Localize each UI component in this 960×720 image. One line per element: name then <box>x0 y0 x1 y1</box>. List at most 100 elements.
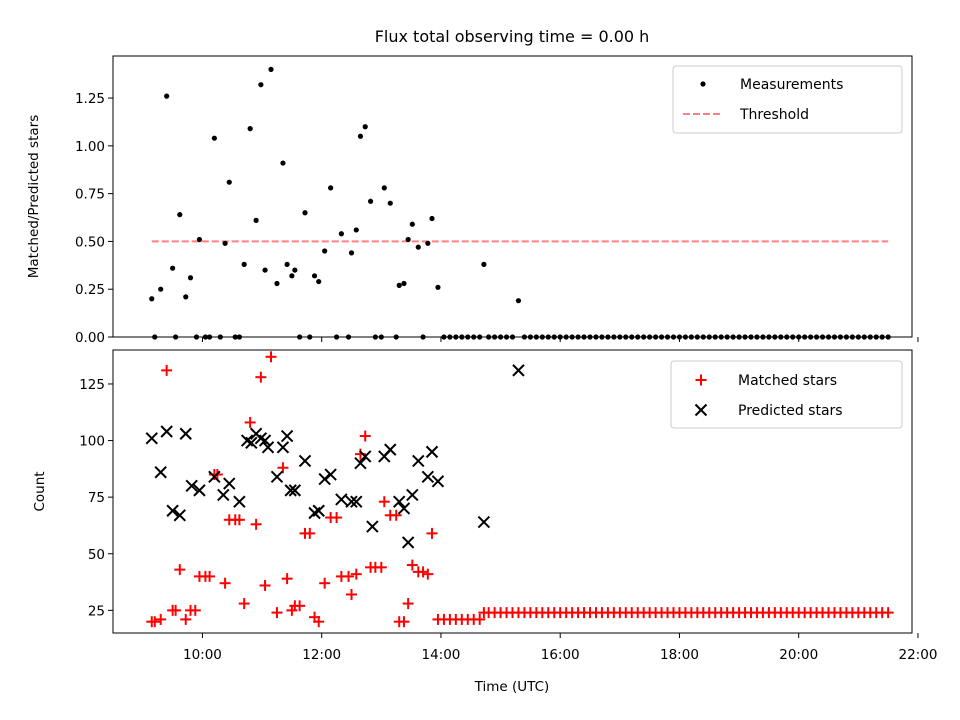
predicted-x-b <box>160 425 173 438</box>
predicted-x-b <box>477 515 491 529</box>
y-tick-label: 1.25 <box>75 91 105 107</box>
predicted-x-b <box>512 364 525 377</box>
chart-title: Flux total observing time = 0.00 h <box>375 27 650 46</box>
ratio-panel: Flux total observing time = 0.00 h 0.000… <box>26 27 919 346</box>
measurement-point <box>170 265 176 271</box>
count-legend-box <box>670 360 903 429</box>
predicted-star-point <box>384 443 397 456</box>
count-plot-area <box>145 351 894 628</box>
x-tick-label: 10:00 <box>183 647 222 663</box>
predicted-star-point <box>280 429 294 443</box>
measurement-point <box>226 179 232 185</box>
predicted-star-point <box>217 488 230 502</box>
measurement-point <box>187 275 194 281</box>
y-tick-label: 0.50 <box>75 234 105 250</box>
predicted-star-point <box>245 436 258 450</box>
matched-star-point <box>343 570 355 582</box>
measurement-point <box>409 221 415 227</box>
predicted-star-point <box>425 445 439 459</box>
predicted-star-point <box>477 515 491 529</box>
predicted-x-b <box>154 466 167 479</box>
predicted-star-point <box>401 536 415 549</box>
measurement-point <box>435 284 441 290</box>
measurement-point <box>280 160 286 166</box>
predicted-x-b <box>335 493 348 506</box>
y-tick-label: 75 <box>88 490 105 506</box>
ratio-x-ticks <box>201 337 919 342</box>
measurement-point <box>316 278 322 285</box>
matched-star-point <box>244 416 256 428</box>
predicted-star-point <box>393 495 406 508</box>
predicted-star-point <box>312 504 325 517</box>
predicted-star-point <box>318 472 331 486</box>
predicted-star-point <box>412 454 425 468</box>
measurement-point <box>328 185 334 191</box>
predicted-star-point <box>421 470 435 483</box>
measurement-point <box>268 66 274 72</box>
matched-star-point <box>161 364 173 376</box>
measurement-point <box>302 210 308 216</box>
count-y-ticks: 25 50 75 100 125 <box>79 377 113 619</box>
measurement-point <box>258 82 264 88</box>
predicted-star-point <box>354 456 367 470</box>
predicted-star-point <box>154 466 167 479</box>
matched-star-point <box>359 430 371 442</box>
predicted-star-point <box>324 468 337 481</box>
predicted-x-b <box>384 443 397 456</box>
matched-star-point <box>402 598 414 610</box>
predicted-x-b <box>393 495 406 508</box>
predicted-x-b <box>233 495 246 508</box>
predicted-x-b <box>208 470 221 483</box>
predicted-star-point <box>359 450 372 463</box>
measurement-point <box>262 267 268 273</box>
count-y-axis-label: Count <box>32 471 48 511</box>
matched-star-point <box>265 351 277 363</box>
predicted-x-b <box>397 502 411 515</box>
y-tick-label: 100 <box>79 434 105 450</box>
measurement-point <box>367 198 374 204</box>
predicted-x-b <box>288 484 302 497</box>
predicted-x-b <box>425 445 439 459</box>
predicted-star-point <box>160 425 173 438</box>
predicted-x-b <box>173 509 186 522</box>
matched-star-point <box>271 607 283 619</box>
x-tick-label: 12:00 <box>302 647 341 663</box>
predicted-x-b <box>412 454 425 468</box>
matched-star-point <box>313 616 325 628</box>
x-tick-label: 14:00 <box>421 647 460 663</box>
measurement-point <box>481 261 487 267</box>
predicted-star-point <box>431 475 445 488</box>
matched-star-point <box>474 613 486 625</box>
predicted-star-point <box>406 488 419 502</box>
matched-star-point <box>350 568 362 580</box>
predicted-star-point <box>193 484 206 497</box>
y-tick-label: 0.75 <box>75 187 105 203</box>
measurement-point <box>429 215 435 222</box>
predicted-x-b <box>350 495 363 508</box>
predicted-x-b <box>166 504 179 517</box>
predicted-x-b <box>245 436 258 450</box>
legend-measurements-marker <box>700 81 706 87</box>
predicted-x-b <box>193 484 206 497</box>
measurement-point <box>164 93 170 99</box>
matched-star-point <box>219 577 231 589</box>
measurement-point <box>289 273 295 279</box>
predicted-star-point <box>173 509 186 522</box>
matched-star-point <box>378 496 390 508</box>
measurement-point <box>196 236 203 243</box>
ratio-y-axis-label: Matched/Predicted stars <box>26 115 42 278</box>
predicted-star-point <box>512 364 525 377</box>
predicted-star-point <box>233 495 246 508</box>
measurement-point <box>515 298 522 304</box>
legend-matched-label: Matched stars <box>738 373 837 389</box>
matched-star-point <box>259 579 271 591</box>
legend-threshold-label: Threshold <box>739 107 809 123</box>
predicted-star-point <box>284 484 297 497</box>
matched-star-point <box>346 589 358 601</box>
measurement-point <box>353 227 359 233</box>
predicted-star-point <box>335 493 348 506</box>
measurement-point <box>401 280 407 287</box>
measurement-point <box>415 244 421 250</box>
predicted-star-point <box>345 495 358 508</box>
